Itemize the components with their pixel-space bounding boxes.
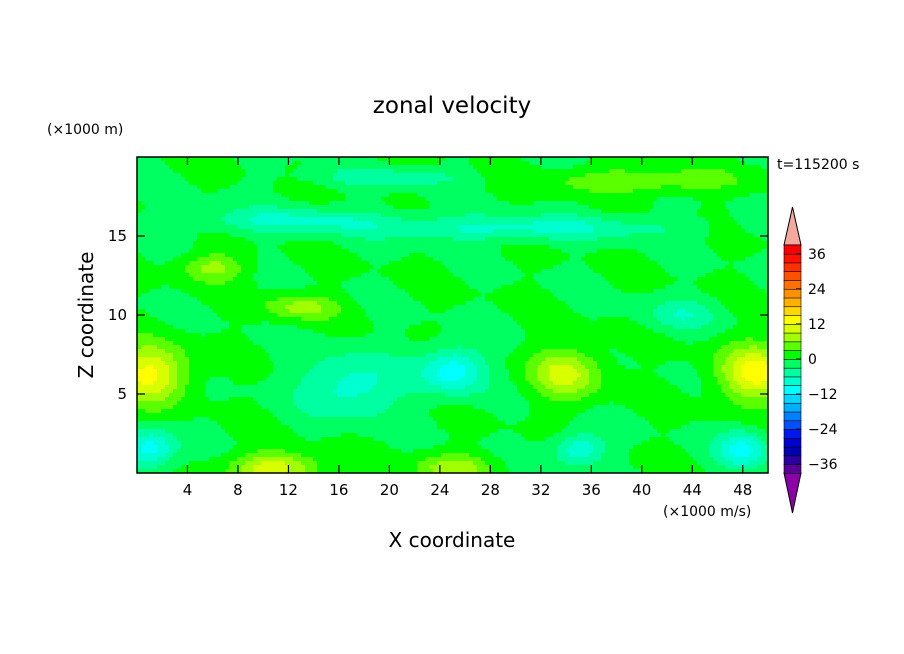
colorbar-segment — [784, 315, 801, 324]
colorbar-segment — [784, 333, 801, 342]
colorbar-segment — [784, 429, 801, 438]
colorbar-segment — [784, 464, 801, 473]
x-tick-label: 12 — [279, 481, 298, 499]
colorbar-segment — [784, 254, 801, 263]
colorbar-label: −24 — [808, 422, 838, 438]
colorbar-label: −36 — [808, 457, 838, 473]
x-tick-label: 48 — [733, 481, 752, 499]
colorbar-segment — [784, 359, 801, 368]
colorbar-segment — [784, 455, 801, 464]
x-tick-label: 20 — [380, 481, 399, 499]
velocity-field — [137, 157, 770, 474]
colorbar-segment — [784, 280, 801, 289]
y-tick-label: 15 — [108, 227, 127, 245]
x-tick-label: 32 — [531, 481, 550, 499]
time-label: t=115200 s — [777, 157, 859, 173]
colorbar-segment — [784, 447, 801, 456]
colorbar-min-arrow — [784, 473, 801, 513]
x-tick-label: 8 — [233, 481, 243, 499]
colorbar-label: −12 — [808, 387, 838, 403]
colorbar-segment — [784, 438, 801, 447]
colorbar-segment — [784, 412, 801, 421]
colorbar-label: 12 — [808, 317, 826, 333]
y-unit-label: (×1000 m) — [47, 122, 123, 138]
x-tick-label: 44 — [683, 481, 702, 499]
chart-title: zonal velocity — [373, 93, 531, 119]
colorbar-segment — [784, 403, 801, 412]
y-tick-label: 10 — [108, 306, 127, 324]
colorbar-segment — [784, 289, 801, 298]
colorbar-segment — [784, 385, 801, 394]
colorbar-segment — [784, 271, 801, 280]
y-axis-title: Z coordinate — [74, 252, 98, 379]
colorbar-segment — [784, 420, 801, 429]
x-tick-label: 40 — [632, 481, 651, 499]
colorbar-segment — [784, 368, 801, 377]
colorbar-segment — [784, 306, 801, 315]
colorbar-max-arrow — [784, 207, 801, 245]
colorbar-segment — [784, 245, 801, 254]
colorbar-segment — [784, 394, 801, 403]
x-unit-label: (×1000 m/s) — [663, 504, 751, 520]
colorbar-segment — [784, 341, 801, 350]
colorbar-label: 24 — [808, 282, 826, 298]
x-tick-label: 28 — [481, 481, 500, 499]
colorbar-label: 0 — [808, 352, 817, 368]
y-tick-label: 5 — [117, 385, 127, 403]
colorbar-segment — [784, 298, 801, 307]
x-tick-label: 36 — [582, 481, 601, 499]
colorbar-segment — [784, 350, 801, 359]
colorbar-segment — [784, 263, 801, 272]
colorbar-label: 36 — [808, 247, 826, 263]
colorbar-segment — [784, 377, 801, 386]
x-tick-label: 24 — [430, 481, 449, 499]
colorbar-segment — [784, 324, 801, 333]
colorbar: 36 24 12 0 −12 −24 −36 — [784, 207, 838, 513]
x-tick-label: 4 — [183, 481, 193, 499]
x-tick-label: 16 — [329, 481, 348, 499]
x-axis-title: X coordinate — [389, 528, 516, 552]
